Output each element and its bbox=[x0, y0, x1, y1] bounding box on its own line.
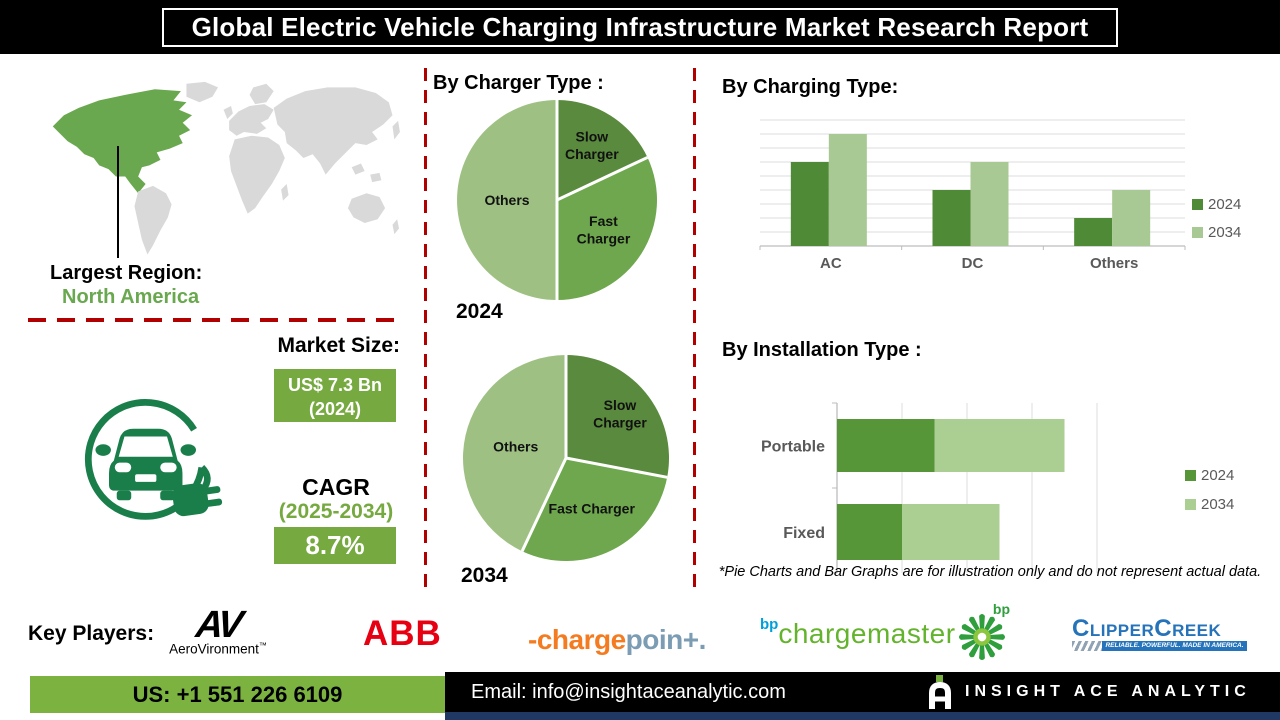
pie-year-2024: 2024 bbox=[456, 300, 503, 323]
market-size-heading: Market Size: bbox=[277, 334, 400, 357]
logo-aerovironment: AV AeroVironment™ bbox=[163, 604, 273, 657]
svg-text:Fast Charger: Fast Charger bbox=[549, 500, 636, 516]
svg-text:2034: 2034 bbox=[1201, 496, 1234, 513]
horizontal-divider bbox=[28, 318, 398, 322]
svg-text:Others: Others bbox=[484, 192, 529, 208]
map-madagascar bbox=[281, 183, 289, 201]
plug-icon bbox=[172, 483, 223, 517]
logo-chargepoint: -chargepoin+. bbox=[528, 624, 706, 656]
installation-type-heading: By Installation Type : bbox=[722, 339, 922, 361]
title-border-box: Global Electric Vehicle Charging Infrast… bbox=[161, 7, 1119, 47]
chargepoint-blue: poin+. bbox=[625, 624, 707, 655]
footer-phone: US: +1 551 226 6109 bbox=[30, 676, 445, 713]
charging-type-chart: AC DC Others 2024 2034 bbox=[700, 95, 1280, 285]
largest-region-value: North America bbox=[62, 286, 200, 308]
title-bar: Global Electric Vehicle Charging Infrast… bbox=[0, 0, 1280, 54]
map-japan bbox=[392, 120, 400, 140]
svg-text:2024: 2024 bbox=[1201, 467, 1234, 484]
vertical-divider-left bbox=[424, 68, 427, 592]
footer-bar: Email: info@insightaceanalytic.com INSIG… bbox=[445, 672, 1280, 712]
map-new-zealand bbox=[392, 219, 400, 235]
disclaimer-note: *Pie Charts and Bar Graphs are for illus… bbox=[718, 564, 1262, 580]
svg-text:2034: 2034 bbox=[1208, 224, 1241, 241]
map-south-america bbox=[134, 185, 172, 255]
clippercreek-bar: RELIABLE. POWERFUL. MADE IN AMERICA. bbox=[1072, 641, 1247, 651]
brand-lockup: INSIGHT ACE ANALYTIC bbox=[927, 675, 1251, 709]
logo-clippercreek: ClipperCreek RELIABLE. POWERFUL. MADE IN… bbox=[1072, 615, 1247, 651]
cagr-period: (2025-2034) bbox=[278, 500, 394, 523]
svg-text:Others: Others bbox=[493, 439, 538, 455]
cagr-value: 8.7% bbox=[305, 530, 365, 560]
aerovironment-mark: AV bbox=[193, 604, 243, 646]
chargemaster-name: chargemaster bbox=[778, 618, 956, 649]
svg-text:2024: 2024 bbox=[1208, 196, 1241, 213]
vertical-divider-right bbox=[693, 68, 696, 592]
clippercreek-hatch bbox=[1072, 641, 1102, 651]
map-greenland bbox=[186, 81, 219, 103]
installation-type-chart: Portable Fixed 2024 2034 bbox=[700, 360, 1280, 590]
market-size-box: US$ 7.3 Bn (2024) bbox=[274, 369, 396, 422]
bp-helios-text: bp bbox=[992, 601, 1010, 617]
largest-region-label: Largest Region: bbox=[50, 262, 203, 284]
pie-year-2034: 2034 bbox=[461, 564, 508, 587]
pie-chart-2034: Slow Charger Fast Charger Others bbox=[425, 345, 695, 575]
clippercreek-name: ClipperCreek bbox=[1072, 615, 1222, 642]
clippercreek-tagline: RELIABLE. POWERFUL. MADE IN AMERICA. bbox=[1102, 641, 1247, 651]
map-europe bbox=[229, 104, 274, 136]
chargepoint-orange: -charge bbox=[528, 624, 626, 655]
charger-type-heading: By Charger Type : bbox=[433, 72, 604, 94]
car-icon bbox=[95, 428, 196, 501]
logo-abb: ABB bbox=[363, 614, 442, 653]
svg-text:Others: Others bbox=[1090, 255, 1138, 272]
map-asia bbox=[273, 87, 393, 175]
pie-chart-2024: Slow Charger Fast Charger Others bbox=[425, 85, 695, 320]
svg-text:Fixed: Fixed bbox=[783, 525, 825, 542]
map-africa bbox=[229, 135, 285, 214]
map-australia bbox=[347, 193, 386, 223]
ev-charging-icon bbox=[84, 398, 223, 520]
key-players-label: Key Players: bbox=[28, 622, 155, 645]
svg-text:Portable: Portable bbox=[761, 439, 825, 456]
market-size-year: (2024) bbox=[308, 399, 362, 420]
charging-type-heading: By Charging Type: bbox=[722, 76, 899, 98]
aerovironment-name: AeroVironment™ bbox=[169, 641, 267, 657]
market-size-value: US$ 7.3 Bn bbox=[287, 375, 383, 395]
world-map bbox=[52, 81, 400, 255]
footer-email: Email: info@insightaceanalytic.com bbox=[471, 681, 786, 703]
svg-text:AC: AC bbox=[820, 255, 842, 272]
svg-text:DC: DC bbox=[962, 255, 984, 272]
footer-navy-strip bbox=[445, 712, 1280, 720]
bp-prefix: bp bbox=[760, 616, 779, 633]
map-sea-islands-1 bbox=[351, 163, 365, 175]
bp-helios-icon bbox=[959, 614, 1005, 660]
map-sea-islands-2 bbox=[370, 172, 382, 183]
map-scandinavia bbox=[249, 83, 274, 105]
brand-logo bbox=[929, 675, 951, 709]
region-indicator-line bbox=[117, 146, 119, 258]
cagr-value-box: 8.7% bbox=[274, 527, 396, 564]
map-north-america-highlight bbox=[52, 89, 193, 194]
map-uk bbox=[223, 105, 233, 119]
logo-bp-helios: bp bbox=[952, 601, 1012, 665]
logo-bp-chargemaster: bpchargemaster bbox=[760, 616, 956, 650]
page-title: Global Electric Vehicle Charging Infrast… bbox=[191, 11, 1089, 42]
brand-name: INSIGHT ACE ANALYTIC bbox=[965, 683, 1251, 700]
cagr-label: CAGR bbox=[302, 474, 370, 500]
